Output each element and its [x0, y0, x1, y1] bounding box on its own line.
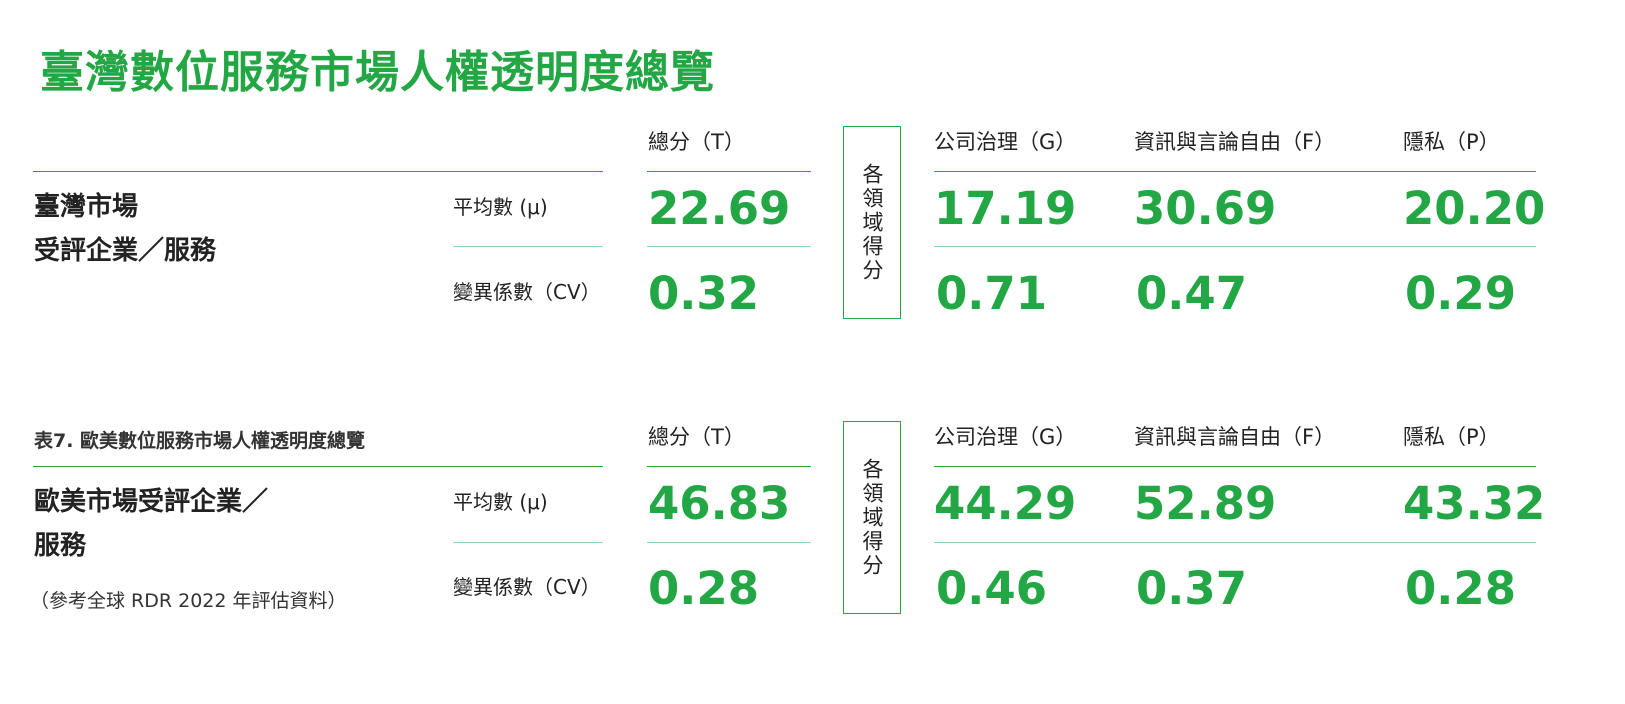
- divider-line: [647, 171, 811, 172]
- source-note: （參考全球 RDR 2022 年評估資料）: [30, 590, 347, 612]
- col-header-freedom: 資訊與言論自由（F）: [1134, 425, 1336, 449]
- page-title: 臺灣數位服務市場人權透明度總覽: [40, 47, 715, 98]
- divider-line: [453, 542, 603, 543]
- value-privacy-mean: 20.20: [1403, 182, 1546, 235]
- value-freedom-cv: 0.37: [1136, 562, 1248, 615]
- table-caption: 表7. 歐美數位服務市場人權透明度總覽: [34, 430, 366, 452]
- value-privacy-cv: 0.29: [1405, 267, 1517, 320]
- value-governance-cv: 0.71: [936, 267, 1048, 320]
- value-freedom-mean: 52.89: [1134, 477, 1277, 530]
- value-governance-mean: 17.19: [934, 182, 1077, 235]
- value-freedom-cv: 0.47: [1136, 267, 1248, 320]
- row-title-line2: 受評企業／服務: [34, 236, 217, 266]
- metric-label-cv: 變異係數（CV）: [453, 575, 601, 599]
- value-privacy-cv: 0.28: [1405, 562, 1517, 615]
- metric-label-mean: 平均數 (μ): [453, 195, 548, 219]
- domain-score-label: 各領域得分: [860, 457, 884, 578]
- divider-line: [647, 246, 811, 247]
- divider-line: [934, 246, 1536, 247]
- col-header-governance: 公司治理（G）: [934, 130, 1077, 154]
- col-header-governance: 公司治理（G）: [934, 425, 1077, 449]
- divider-line: [453, 246, 603, 247]
- value-governance-mean: 44.29: [934, 477, 1077, 530]
- value-total-cv: 0.32: [648, 267, 760, 320]
- divider-line: [33, 171, 603, 172]
- metric-label-cv: 變異係數（CV）: [453, 280, 601, 304]
- value-freedom-mean: 30.69: [1134, 182, 1277, 235]
- divider-line: [647, 466, 811, 467]
- divider-line: [934, 466, 1536, 467]
- col-header-total: 總分（T）: [648, 130, 745, 154]
- domain-score-label: 各領域得分: [860, 162, 884, 283]
- row-title-line2: 服務: [34, 531, 87, 561]
- value-privacy-mean: 43.32: [1403, 477, 1546, 530]
- divider-line: [33, 466, 603, 467]
- metric-label-mean: 平均數 (μ): [453, 490, 548, 514]
- divider-line: [934, 171, 1536, 172]
- col-header-privacy: 隱私（P）: [1403, 130, 1500, 154]
- domain-score-box: 各領域得分: [843, 421, 901, 614]
- domain-score-box: 各領域得分: [843, 126, 901, 319]
- value-total-cv: 0.28: [648, 562, 760, 615]
- row-title-line1: 臺灣市場: [34, 192, 139, 222]
- divider-line: [934, 542, 1536, 543]
- value-governance-cv: 0.46: [936, 562, 1048, 615]
- row-title-line1: 歐美市場受評企業／: [34, 487, 269, 517]
- value-total-mean: 46.83: [648, 477, 791, 530]
- col-header-privacy: 隱私（P）: [1403, 425, 1500, 449]
- value-total-mean: 22.69: [648, 182, 791, 235]
- col-header-freedom: 資訊與言論自由（F）: [1134, 130, 1336, 154]
- col-header-total: 總分（T）: [648, 425, 745, 449]
- divider-line: [647, 542, 811, 543]
